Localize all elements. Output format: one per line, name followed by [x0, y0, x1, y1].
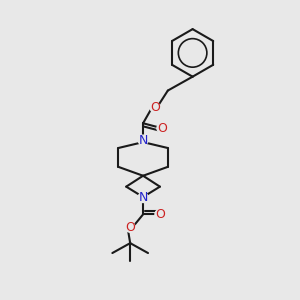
Text: O: O — [157, 122, 167, 135]
Circle shape — [138, 193, 148, 202]
Circle shape — [138, 135, 148, 145]
Text: O: O — [155, 208, 165, 221]
Circle shape — [150, 102, 160, 112]
Text: O: O — [125, 221, 135, 234]
Text: N: N — [138, 134, 148, 147]
Circle shape — [155, 209, 165, 219]
Circle shape — [125, 222, 135, 232]
Text: N: N — [138, 191, 148, 204]
Text: O: O — [150, 101, 160, 114]
Circle shape — [157, 123, 167, 133]
